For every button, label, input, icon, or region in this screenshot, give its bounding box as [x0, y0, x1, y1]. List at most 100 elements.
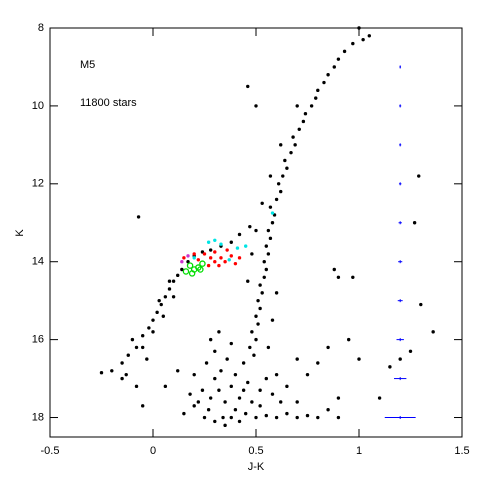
star-point	[229, 254, 233, 258]
star-point	[229, 240, 233, 244]
star-point	[192, 404, 196, 408]
y-tick-label: 14	[32, 256, 44, 268]
star-point	[167, 287, 172, 291]
y-tick-label: 18	[32, 411, 44, 423]
star-point	[182, 411, 186, 416]
star-point	[202, 252, 207, 256]
star-point	[268, 236, 273, 241]
star-point	[336, 275, 341, 279]
star-point	[233, 261, 238, 266]
star-point	[208, 256, 213, 260]
star-point	[266, 228, 271, 233]
star-point	[270, 318, 275, 322]
star-point	[260, 201, 264, 205]
y-tick-label: 10	[32, 100, 44, 112]
star-point	[398, 357, 402, 361]
star-point	[196, 400, 201, 404]
star-point	[252, 353, 256, 357]
star-point	[110, 369, 114, 373]
star-point	[213, 349, 217, 354]
star-point	[291, 135, 295, 139]
star-point	[186, 254, 190, 258]
star-point	[141, 404, 145, 408]
star-point	[246, 279, 250, 283]
star-point	[227, 258, 231, 262]
star-point	[357, 26, 361, 30]
star-point	[361, 37, 365, 42]
star-point	[274, 291, 279, 295]
star-point	[213, 419, 217, 424]
star-point	[161, 314, 165, 318]
star-point	[322, 80, 326, 85]
star-point	[347, 337, 351, 342]
star-point	[357, 357, 361, 361]
star-point	[295, 415, 299, 420]
star-point	[134, 384, 139, 389]
star-point	[295, 357, 299, 361]
star-point	[163, 295, 168, 299]
star-point	[141, 334, 145, 338]
star-point	[250, 330, 254, 334]
star-point	[262, 260, 266, 264]
star-point	[326, 408, 330, 412]
star-point	[279, 400, 283, 404]
star-point	[167, 279, 172, 283]
star-point	[217, 388, 221, 392]
star-point	[223, 423, 227, 428]
star-point	[250, 252, 254, 256]
star-point	[258, 306, 262, 311]
star-point	[336, 57, 341, 61]
star-point	[279, 143, 283, 147]
x-tick-label: 0	[150, 445, 156, 457]
star-point	[367, 34, 371, 38]
star-point	[208, 396, 213, 400]
star-point	[219, 369, 223, 373]
star-point	[186, 262, 194, 269]
star-point	[268, 174, 273, 178]
star-point	[289, 150, 293, 155]
star-point	[219, 242, 223, 246]
star-point	[293, 143, 297, 147]
star-point	[237, 232, 242, 237]
star-point	[342, 49, 347, 54]
annotation: M5	[80, 59, 95, 71]
star-point	[124, 372, 128, 377]
star-point	[206, 263, 211, 268]
star-point	[254, 415, 258, 420]
star-point	[336, 415, 341, 420]
star-point	[176, 273, 180, 278]
star-point	[223, 400, 227, 404]
star-point	[202, 415, 207, 420]
star-point	[141, 345, 145, 350]
star-point	[408, 349, 413, 354]
star-point	[186, 260, 190, 264]
star-point	[208, 248, 213, 252]
star-point	[301, 119, 306, 124]
star-point	[314, 96, 318, 100]
star-point	[264, 267, 268, 272]
star-point	[431, 330, 435, 334]
star-point	[188, 392, 192, 396]
star-point	[229, 341, 233, 346]
star-point	[151, 330, 155, 334]
star-point	[264, 244, 268, 248]
star-point	[276, 182, 281, 186]
star-point	[258, 283, 262, 287]
star-point	[213, 250, 217, 254]
star-point	[233, 408, 238, 412]
plot-frame	[49, 27, 463, 438]
star-point	[388, 365, 392, 369]
star-point	[219, 256, 223, 260]
x-tick-label: 0.5	[248, 445, 263, 457]
star-point	[266, 252, 271, 256]
star-point	[303, 111, 308, 116]
star-point	[270, 221, 275, 225]
star-point	[351, 41, 355, 46]
star-point	[213, 238, 217, 242]
star-point	[254, 314, 258, 318]
star-point	[176, 369, 180, 373]
y-tick-label: 16	[32, 334, 44, 346]
star-point	[270, 211, 275, 215]
star-point	[182, 268, 190, 275]
